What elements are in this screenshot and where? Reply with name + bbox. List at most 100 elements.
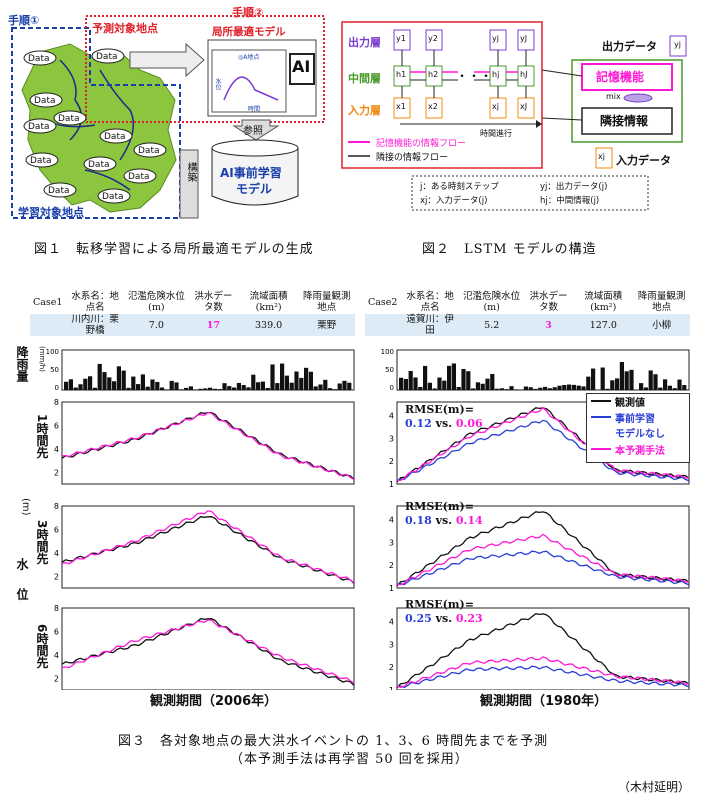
figure-1: 手順① 手順② 予測対象地点 局所最適モデル AI ◎A地点 水位 時間 参照 … <box>0 0 330 257</box>
y-tick-label: 8 <box>54 604 59 613</box>
series-line <box>61 412 355 481</box>
rain-bar <box>432 388 437 390</box>
rain-bar <box>495 388 500 390</box>
panel-frame <box>61 505 355 589</box>
y-tick-label: 8 <box>54 502 59 511</box>
fig2-h1: h1 <box>396 70 407 79</box>
fig2-def-y: yj：出力データ(j) <box>540 182 608 192</box>
rain-bar <box>275 383 280 390</box>
rain-bar <box>217 389 222 390</box>
rain-bar <box>619 361 624 390</box>
rain-bar <box>408 371 413 390</box>
rain-bar <box>567 384 572 390</box>
rmse-2-base: 0.18 <box>405 514 432 527</box>
case2-info-table: Case2 水系名：地点名 氾濫危険水位(m) 洪水データ数 流域面積(km²)… <box>365 290 690 336</box>
rain-bar <box>332 389 337 390</box>
y-tick-label: 3 <box>389 538 394 547</box>
learning-area-box <box>11 27 181 219</box>
fig1-data-6: Data <box>104 132 126 142</box>
legend-pretrain: 事前学習 <box>615 414 655 425</box>
rain-bar <box>442 380 447 390</box>
fig1-predict-label: 予測対象地点 <box>92 22 158 35</box>
ylabel-6h: 6時間先 <box>35 624 49 669</box>
c2-h1: 水系名：地点名 <box>406 291 454 313</box>
fig2-legend-memory: 記憶機能の情報フロー <box>376 139 467 149</box>
data-cylinders <box>23 48 167 204</box>
rain-bar <box>485 378 490 390</box>
rain-bar <box>605 388 610 390</box>
rain-bar <box>557 385 562 390</box>
fig2-yJ: yJ <box>520 34 528 43</box>
y-tick-label: 1 <box>389 686 394 690</box>
rain-bar <box>121 370 126 390</box>
y-tick-label: 4 <box>54 549 59 558</box>
y-tick-label: 2 <box>54 468 59 477</box>
fig1-data-4: Data <box>58 114 80 124</box>
arrow-down <box>232 119 280 141</box>
fig2-h2: h2 <box>428 70 439 79</box>
fig1-mini-x: 時間 <box>248 106 261 113</box>
rain-bar <box>241 384 246 390</box>
c2-h5: 降雨量観測地点 <box>637 291 686 313</box>
case2-xlabel: 観測期間（1980年） <box>480 694 608 709</box>
fig2-adjacent: 隣接情報 <box>600 114 649 128</box>
rain-bar <box>629 369 634 390</box>
rain-bar <box>304 367 309 390</box>
fig1-mini-y: 水位 <box>214 78 221 90</box>
c1-r1: 7.0 <box>148 319 164 331</box>
rain-bar <box>653 374 658 390</box>
rain-bar <box>461 368 466 390</box>
legend-observed: 観測値 <box>615 398 645 409</box>
rain-bar <box>270 364 275 390</box>
y-tick-label: 4 <box>389 618 394 627</box>
rain-bar <box>97 363 102 390</box>
rain-bar <box>265 387 270 390</box>
c2-r4: 小柳 <box>652 319 672 331</box>
water-label-1: 水 <box>15 558 29 570</box>
rain-label: 降雨量 <box>15 346 29 382</box>
fig2-yj: yj <box>492 34 499 43</box>
rain-bar <box>610 380 615 390</box>
rain-tick: 0 <box>390 384 394 392</box>
fig1-ai-label: AI <box>292 57 311 76</box>
ylabel-3h: 3時間先 <box>35 520 49 565</box>
series-line <box>397 406 690 481</box>
y-tick-label: 6 <box>54 421 59 430</box>
rain-bar <box>600 367 605 390</box>
rain-bar <box>543 386 548 390</box>
series-line <box>396 665 690 689</box>
fig2-xJ: xJ <box>520 102 528 111</box>
water-unit: (m) <box>20 498 31 516</box>
c1-r3: 339.0 <box>255 319 283 331</box>
rain-bar <box>562 384 567 390</box>
rain-bar <box>236 382 241 390</box>
fig2-xj: xj <box>492 102 499 111</box>
rain-bar <box>136 384 141 390</box>
c2-r2: 3 <box>545 319 552 331</box>
fig1-data-2: Data <box>96 52 118 62</box>
y-tick-label: 4 <box>54 651 59 660</box>
rain-bar <box>174 382 179 390</box>
rain-bar <box>672 388 677 390</box>
rmse-1-base: 0.12 <box>405 417 432 430</box>
rain-bar <box>648 370 653 390</box>
rain-bar <box>64 381 69 390</box>
author: （木村延明） <box>618 780 691 794</box>
rain-bar <box>126 387 131 390</box>
rmse-3: RMSE(m)= 0.25 vs. 0.23 <box>405 598 483 626</box>
fig2-box-x: xj <box>598 152 605 161</box>
rain-bar <box>164 389 169 390</box>
rain-bar <box>179 389 184 390</box>
fig2-y1: y1 <box>396 34 406 43</box>
rmse-1-title: RMSE(m)= <box>405 403 474 416</box>
rain-bar <box>682 385 687 390</box>
y-tick-label: 2 <box>389 457 394 466</box>
rain-bar <box>102 372 107 390</box>
rain-bar <box>576 385 581 390</box>
fig2-mix: mix <box>606 92 621 101</box>
rain-bar <box>509 386 514 390</box>
fig2-x1: x1 <box>396 102 406 111</box>
rain-bar <box>318 384 323 390</box>
rain-bar <box>663 379 668 390</box>
fig1-data-10: Data <box>128 172 150 182</box>
